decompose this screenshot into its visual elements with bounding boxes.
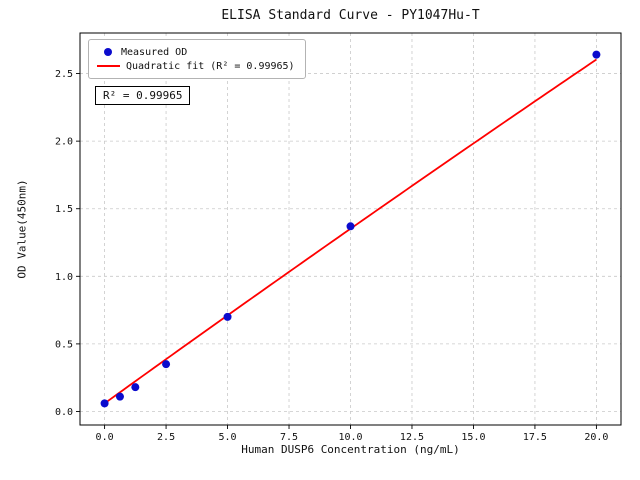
y-tick-label: 0.5 [55,339,73,350]
x-tick-label: 7.5 [280,432,298,443]
legend: Measured OD Quadratic fit (R² = 0.99965) [88,39,306,79]
measured-od-point [131,383,140,392]
x-tick-label: 12.5 [400,432,424,443]
y-tick-label: 1.5 [55,204,73,215]
x-axis-label: Human DUSP6 Concentration (ng/mL) [241,443,460,456]
legend-item-quadratic-fit: Quadratic fit (R² = 0.99965) [97,59,295,73]
y-tick-label: 2.5 [55,69,73,80]
measured-od-point [115,392,124,401]
x-tick-label: 15.0 [461,432,485,443]
x-tick-label: 5.0 [219,432,237,443]
legend-label-quadratic-fit: Quadratic fit (R² = 0.99965) [126,60,295,72]
measured-od-point [592,50,601,59]
measured-od-point [162,360,171,369]
measured-od-point [346,222,355,231]
measured-od-point [100,399,109,408]
y-tick-label: 1.0 [55,272,73,283]
x-tick-label: 20.0 [584,432,608,443]
legend-label-measured-od: Measured OD [121,46,188,58]
x-tick-label: 17.5 [523,432,547,443]
x-tick-label: 0.0 [96,432,114,443]
x-tick-label: 2.5 [157,432,175,443]
legend-item-measured-od: Measured OD [97,45,295,59]
y-tick-label: 0.0 [55,407,73,418]
measured-od-point [223,312,232,321]
quadratic-fit-marker-icon [97,65,120,67]
y-tick-label: 2.0 [55,137,73,148]
r-squared-annotation: R² = 0.99965 [95,86,191,105]
y-axis-label: OD Value(450nm) [15,179,29,279]
x-tick-label: 10.0 [338,432,362,443]
measured-od-marker-icon [104,48,112,56]
chart-title: ELISA Standard Curve - PY1047Hu-T [221,8,480,23]
